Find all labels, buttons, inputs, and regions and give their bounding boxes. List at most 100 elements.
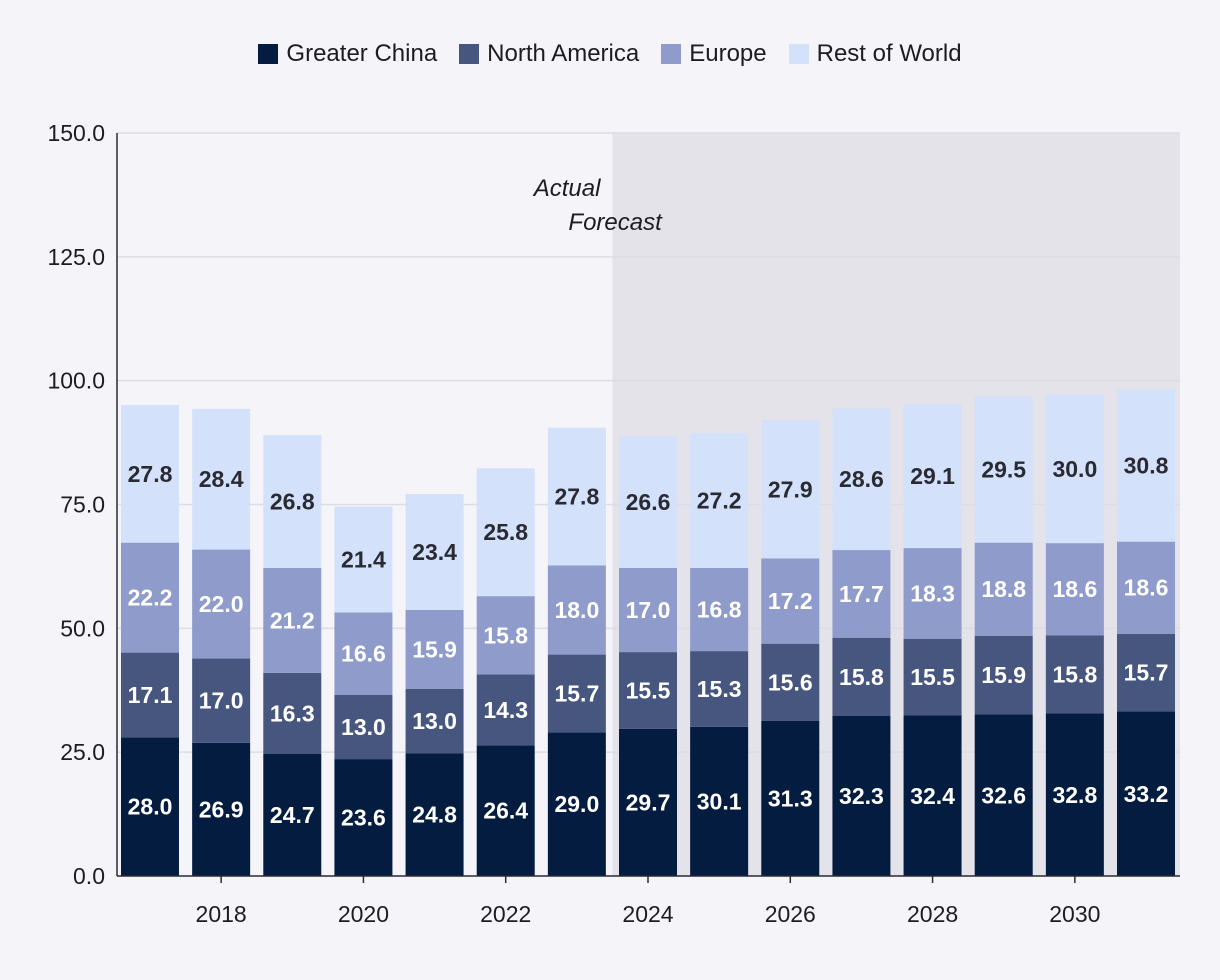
data-label-greater-china-2030: 32.8 [1052, 782, 1097, 808]
data-label-north-america-2020: 13.0 [341, 714, 386, 740]
annotation-actual: Actual [532, 175, 601, 202]
legend-swatch [459, 44, 480, 64]
bar-greater-china-2027 [832, 716, 891, 876]
data-label-greater-china-2031: 33.2 [1124, 781, 1169, 807]
data-label-rest-of-world-2026: 27.9 [768, 476, 813, 502]
bar-greater-china-2020 [334, 759, 393, 876]
data-label-north-america-2024: 15.5 [626, 677, 671, 703]
bar-europe-2023 [547, 565, 606, 655]
bar-europe-2021 [405, 610, 464, 689]
legend-label: Rest of World [816, 40, 962, 67]
data-label-greater-china-2027: 32.3 [839, 783, 884, 809]
bar-greater-china-2023 [547, 732, 606, 876]
data-label-greater-china-2026: 31.3 [768, 785, 813, 811]
bar-rest-of-world-2018 [192, 408, 251, 550]
legend: Greater China North America Europe Rest of … [0, 40, 1220, 68]
data-label-greater-china-2023: 29.0 [554, 791, 599, 817]
bar-north-america-2024 [619, 652, 677, 729]
bar-greater-china-2028 [903, 715, 962, 876]
bar-north-america-2021 [405, 688, 464, 754]
legend-label: North America [487, 40, 640, 67]
bar-rest-of-world-2024 [619, 436, 677, 568]
bar-europe-2030 [1045, 543, 1104, 636]
bar-europe-2022 [476, 596, 535, 675]
data-label-north-america-2029: 15.9 [981, 662, 1026, 688]
data-label-greater-china-2024: 29.7 [626, 789, 671, 815]
data-label-north-america-2031: 15.7 [1124, 660, 1169, 686]
bar-north-america-2027 [832, 637, 891, 717]
data-label-rest-of-world-2030: 30.0 [1052, 456, 1097, 482]
bar-north-america-2026 [761, 643, 820, 721]
data-label-greater-china-2017: 28.0 [128, 794, 173, 820]
bar-greater-china-2025 [690, 726, 749, 876]
data-label-europe-2025: 16.8 [697, 597, 742, 623]
annotation-forecast: Forecast [568, 209, 663, 236]
data-label-europe-2017: 22.2 [128, 585, 173, 611]
bar-rest-of-world-2021 [405, 494, 464, 611]
bar-north-america-2019 [263, 672, 322, 754]
data-label-rest-of-world-2019: 26.8 [270, 489, 315, 515]
data-label-europe-2026: 17.2 [768, 588, 813, 614]
y-tick-label: 125.0 [47, 244, 105, 270]
data-label-greater-china-2021: 24.8 [412, 802, 457, 828]
data-label-greater-china-2020: 23.6 [341, 805, 386, 831]
bar-rest-of-world-2019 [263, 435, 322, 568]
x-tick-label: 2018 [196, 901, 247, 927]
x-tick-label: 2028 [907, 901, 958, 927]
data-label-rest-of-world-2018: 28.4 [199, 466, 244, 492]
data-label-rest-of-world-2031: 30.8 [1124, 452, 1169, 478]
x-tick-label: 2022 [480, 901, 531, 927]
data-label-rest-of-world-2028: 29.1 [910, 463, 955, 489]
bar-europe-2028 [903, 548, 962, 639]
bar-north-america-2028 [903, 638, 962, 716]
x-tick-label: 2026 [765, 901, 816, 927]
data-label-europe-2028: 18.3 [910, 580, 955, 606]
bar-europe-2024 [619, 567, 677, 653]
data-label-rest-of-world-2029: 29.5 [981, 457, 1026, 483]
bar-greater-china-2019 [263, 753, 322, 876]
data-label-europe-2031: 18.6 [1124, 575, 1169, 601]
bar-europe-2018 [192, 549, 251, 659]
legend-item-europe: Europe [661, 40, 767, 68]
data-label-north-america-2022: 14.3 [483, 697, 528, 723]
bar-rest-of-world-2026 [761, 420, 820, 559]
bar-greater-china-2017 [121, 737, 179, 876]
bar-rest-of-world-2025 [690, 433, 749, 568]
bar-europe-2025 [690, 567, 749, 652]
data-label-greater-china-2019: 24.7 [270, 802, 315, 828]
bar-greater-china-2031 [1117, 711, 1175, 876]
bar-europe-2026 [761, 558, 820, 644]
data-label-rest-of-world-2020: 21.4 [341, 546, 386, 572]
bar-europe-2019 [263, 567, 322, 673]
bar-europe-2027 [832, 550, 891, 638]
y-tick-label: 150.0 [47, 120, 105, 146]
bar-rest-of-world-2023 [547, 427, 606, 566]
data-label-north-america-2025: 15.3 [697, 676, 742, 702]
data-label-north-america-2018: 17.0 [199, 688, 244, 714]
legend-swatch [661, 44, 682, 64]
data-label-europe-2021: 15.9 [412, 636, 457, 662]
data-label-north-america-2030: 15.8 [1052, 661, 1097, 687]
bar-rest-of-world-2030 [1045, 394, 1104, 544]
x-tick-label: 2020 [338, 901, 389, 927]
bar-greater-china-2029 [974, 714, 1033, 876]
data-label-greater-china-2028: 32.4 [910, 783, 955, 809]
bar-rest-of-world-2022 [476, 468, 535, 597]
data-label-rest-of-world-2025: 27.2 [697, 488, 742, 514]
data-label-rest-of-world-2024: 26.6 [626, 489, 671, 515]
data-label-north-america-2021: 13.0 [412, 708, 457, 734]
legend-swatch [788, 44, 809, 64]
y-tick-label: 100.0 [47, 368, 105, 394]
data-label-europe-2018: 22.0 [199, 591, 244, 617]
bar-europe-2020 [334, 612, 393, 695]
y-tick-label: 0.0 [73, 863, 105, 889]
data-label-greater-china-2022: 26.4 [483, 798, 528, 824]
y-tick-label: 50.0 [60, 615, 105, 641]
data-label-europe-2023: 18.0 [554, 597, 599, 623]
data-label-rest-of-world-2027: 28.6 [839, 466, 884, 492]
legend-swatch [258, 44, 279, 64]
legend-label: Europe [689, 40, 767, 67]
bar-north-america-2025 [690, 651, 749, 727]
data-label-rest-of-world-2023: 27.8 [554, 484, 599, 510]
bar-europe-2031 [1117, 541, 1175, 634]
